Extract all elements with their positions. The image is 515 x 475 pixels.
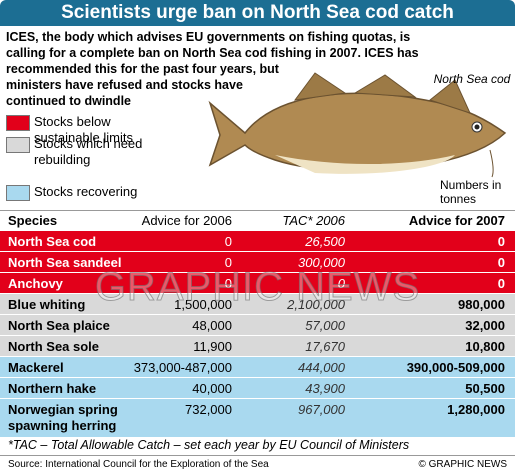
intro-line: calling for a complete ban on North Sea … bbox=[6, 46, 419, 60]
table-cell: 57,000 bbox=[305, 318, 345, 333]
title-bar bbox=[0, 0, 515, 26]
table-cell: 2,100,000 bbox=[287, 297, 345, 312]
table-row bbox=[0, 378, 515, 399]
intro-line: ministers have refused and stocks have bbox=[6, 78, 243, 92]
intro-text: ICES, the body which advises EU governme… bbox=[6, 29, 419, 109]
source: Source: International Council for the Ex… bbox=[8, 459, 269, 470]
table-cell: North Sea plaice bbox=[8, 318, 110, 333]
table-cell: Mackerel bbox=[8, 360, 64, 375]
table-header-bg bbox=[0, 210, 515, 231]
watermark: GRAPHIC NEWS bbox=[94, 265, 421, 310]
table-cell: North Sea cod bbox=[8, 234, 97, 249]
fish-illustration bbox=[208, 72, 507, 178]
credit: © GRAPHIC NEWS bbox=[418, 459, 508, 470]
table-cell: 43,900 bbox=[305, 381, 345, 396]
table-row bbox=[0, 231, 515, 252]
table-cell: 32,000 bbox=[465, 318, 505, 333]
table-cell: 0 bbox=[224, 255, 232, 270]
table-cell: 0 bbox=[497, 255, 505, 270]
table-cell: 0 bbox=[497, 276, 505, 291]
table-cell: 50,500 bbox=[465, 381, 505, 396]
table-row bbox=[0, 399, 515, 438]
table-cell: 967,000 bbox=[298, 402, 345, 417]
table-cell: 40,000 bbox=[192, 381, 232, 396]
table-row bbox=[0, 357, 515, 378]
table-cell: 980,000 bbox=[458, 297, 505, 312]
table-cell: 373,000-487,000 bbox=[133, 360, 232, 375]
column-header: Advice for 2006 bbox=[141, 213, 232, 228]
column-header: Advice for 2007 bbox=[408, 213, 505, 228]
table-cell: North Sea sole bbox=[8, 339, 100, 354]
table-cell: 0 bbox=[224, 234, 232, 249]
table-cell: 444,000 bbox=[298, 360, 345, 375]
fish-fins bbox=[293, 72, 471, 114]
table-cell: 1,280,000 bbox=[447, 402, 505, 417]
table-row bbox=[0, 252, 515, 273]
table-cell: 0 bbox=[224, 276, 232, 291]
table-cell: Northern hake bbox=[8, 381, 97, 396]
legend-label: Stocks recovering bbox=[34, 184, 138, 199]
intro-line: ICES, the body which advises EU governme… bbox=[6, 30, 411, 44]
table-cell: 17,670 bbox=[305, 339, 345, 354]
units-note: Numbers in tonnes bbox=[440, 178, 502, 206]
table-row bbox=[0, 315, 515, 336]
table-cell: 732,000 bbox=[185, 402, 232, 417]
table-row bbox=[0, 273, 515, 294]
table-row bbox=[0, 336, 515, 357]
column-header: Species bbox=[8, 213, 58, 228]
fish-pupil bbox=[474, 124, 480, 130]
footnote: *TAC – Total Allowable Catch – set each … bbox=[8, 438, 410, 452]
table-cell: Norwegian spring spawning herring bbox=[8, 402, 118, 433]
table-cell: 0 bbox=[497, 234, 505, 249]
table-cell: 26,500 bbox=[305, 234, 345, 249]
table-cell: 11,900 bbox=[193, 339, 232, 354]
fish-belly bbox=[275, 155, 455, 174]
legend-label: Stocks below sustainable limits bbox=[34, 114, 133, 145]
legend-swatch bbox=[6, 115, 30, 131]
title: Scientists urge ban on North Sea cod cat… bbox=[61, 2, 454, 23]
table-cell: Blue whiting bbox=[8, 297, 86, 312]
footer-rule bbox=[0, 455, 515, 475]
table-cell: 48,000 bbox=[192, 318, 232, 333]
column-header: TAC* 2006 bbox=[282, 213, 345, 228]
table-cell: 300,000 bbox=[298, 255, 345, 270]
legend-swatch bbox=[6, 137, 30, 153]
table-row bbox=[0, 294, 515, 315]
table-cell: 1,500,000 bbox=[174, 297, 232, 312]
intro-line: recommended this for the past four years… bbox=[6, 62, 279, 76]
table-cell: 10,800 bbox=[465, 339, 505, 354]
legend-label: Stocks which need rebuilding bbox=[34, 136, 143, 167]
intro-line: continued to dwindle bbox=[6, 94, 131, 108]
fish-label: North Sea cod bbox=[433, 72, 511, 86]
table-cell: Anchovy bbox=[8, 276, 63, 291]
legend-swatch bbox=[6, 185, 30, 201]
table-cell: 390,000-509,000 bbox=[406, 360, 505, 375]
fish-barbel bbox=[489, 149, 494, 178]
table-cell: 0 bbox=[337, 276, 345, 291]
table-cell: North Sea sandeel bbox=[8, 255, 122, 270]
